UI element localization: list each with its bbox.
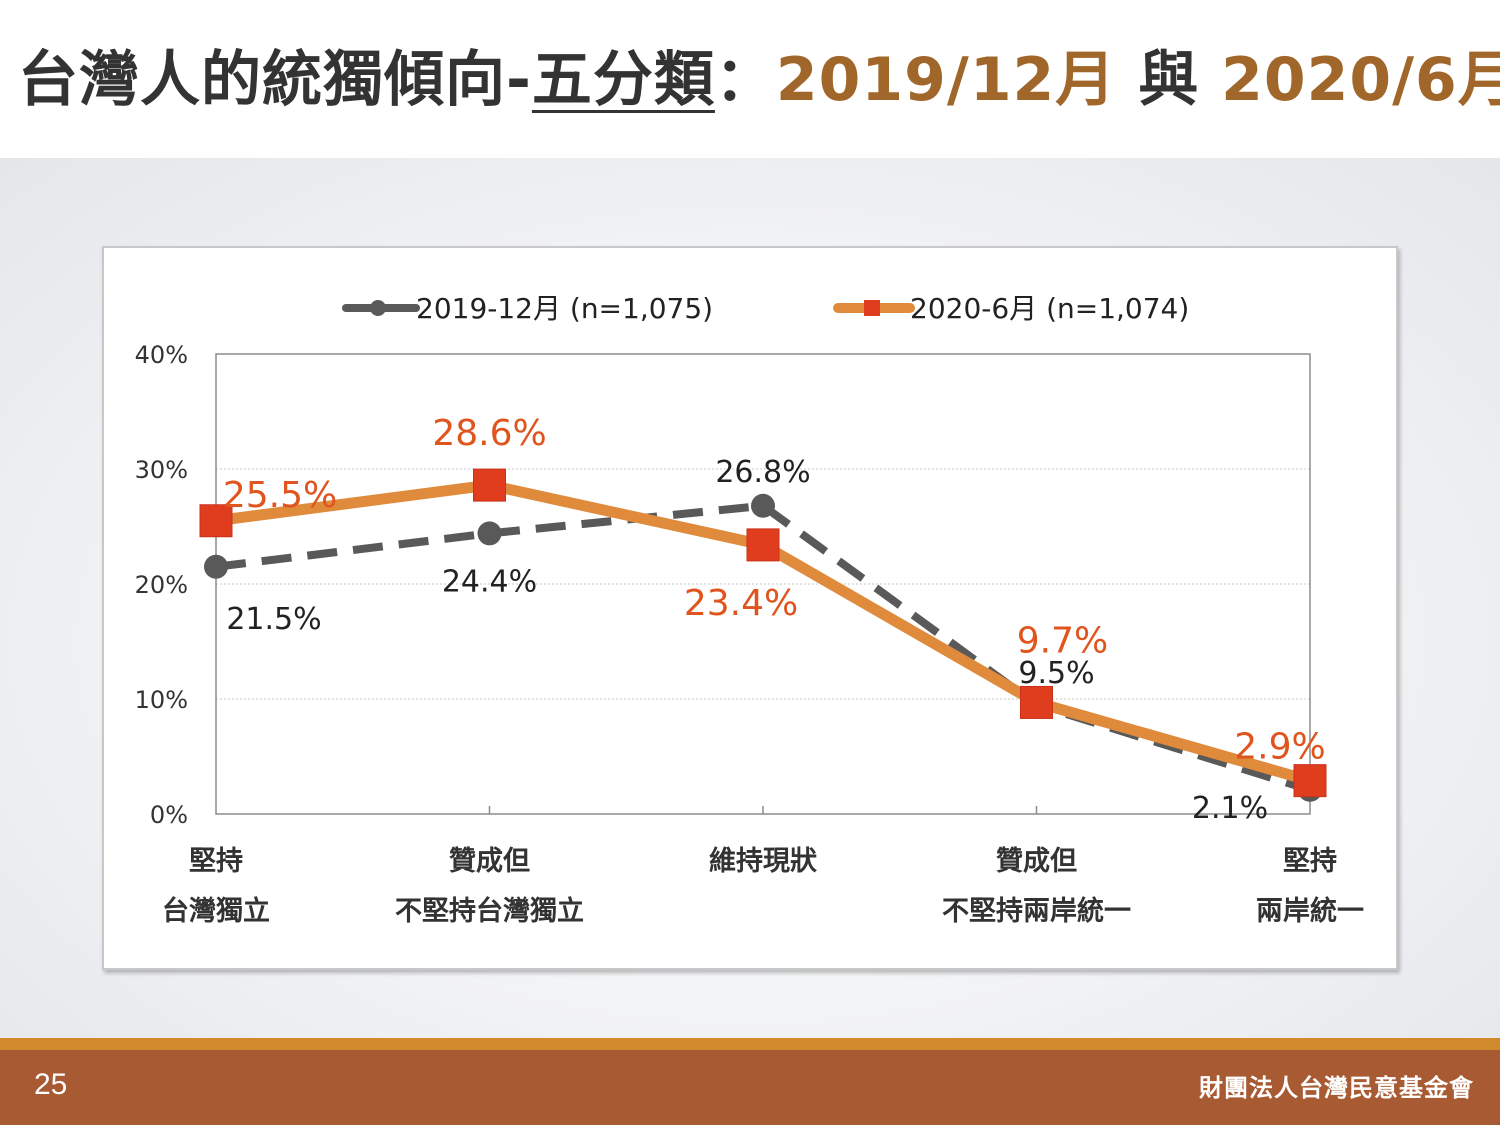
y-tick-label: 40% xyxy=(135,341,188,369)
x-category-label: 維持現狀 xyxy=(709,846,818,877)
data-label-2020-6: 23.4% xyxy=(684,583,798,624)
x-category-label: 台灣獨立 xyxy=(162,895,270,927)
y-tick-label: 20% xyxy=(135,571,188,599)
x-category-label: 堅持 xyxy=(189,846,243,877)
series-marker-2020-6 xyxy=(199,504,233,538)
data-label-2019-12: 2.1% xyxy=(1192,791,1268,826)
title-bar: 台灣人的統獨傾向-五分類：2019/12月 與 2020/6月 xyxy=(0,0,1500,158)
legend-marker-2019-12 xyxy=(370,300,386,316)
y-tick-label: 10% xyxy=(135,686,188,714)
title-underlined: 五分類 xyxy=(531,45,715,115)
y-tick-label: 0% xyxy=(150,801,188,829)
page-number: 25 xyxy=(34,1068,68,1101)
organization-name: 財團法人台灣民意基金會 xyxy=(1199,1074,1474,1102)
series-marker-2020-6 xyxy=(473,468,506,502)
x-category-label: 贊成但 xyxy=(449,846,530,877)
slide-title: 台灣人的統獨傾向-五分類：2019/12月 與 2020/6月 xyxy=(18,40,1500,130)
data-label-2019-12: 21.5% xyxy=(226,602,321,637)
data-label-2020-6: 28.6% xyxy=(432,413,546,454)
x-category-label: 不堅持台灣獨立 xyxy=(395,895,584,927)
data-label-2019-12: 26.8% xyxy=(715,455,810,490)
title-date-2: 2020/6月 xyxy=(1221,45,1500,115)
title-separator: ： xyxy=(714,45,776,115)
x-category-label: 贊成但 xyxy=(996,846,1077,877)
legend-label-2020-6: 2020-6月 (n=1,074) xyxy=(910,292,1189,325)
title-part1: 台灣人的統獨傾向- xyxy=(18,45,532,115)
title-join: 與 xyxy=(1116,45,1222,115)
chart-frame: 0% 10% 20% 30% 40% 堅持台灣獨立 贊成但不堅持台灣獨立 維持現狀 贊成但不堅持… xyxy=(102,246,1398,970)
x-category-label: 不堅持兩岸統一 xyxy=(942,895,1131,927)
series-marker-2020-6 xyxy=(1020,685,1053,719)
data-label-2020-6: 2.9% xyxy=(1234,727,1325,768)
footer-bar: 25 財團法人台灣民意基金會 xyxy=(0,1050,1500,1125)
series-marker-2020-6 xyxy=(746,528,780,562)
series-marker-2019-12 xyxy=(751,493,775,518)
legend-marker-2020-6 xyxy=(864,300,880,316)
title-date-1: 2019/12月 xyxy=(775,45,1117,115)
series-marker-2020-6 xyxy=(1293,764,1327,798)
series-marker-2019-12 xyxy=(477,521,502,546)
legend-label-2019-12: 2019-12月 (n=1,075) xyxy=(416,292,713,325)
data-label-2019-12: 24.4% xyxy=(442,564,537,599)
data-label-2019-12: 9.5% xyxy=(1018,656,1094,691)
x-category-label: 堅持 xyxy=(1283,846,1337,877)
data-label-2020-6: 25.5% xyxy=(223,475,337,516)
footer-accent-line xyxy=(0,1038,1500,1050)
data-label-2020-6: 9.7% xyxy=(1017,620,1108,661)
series-marker-2019-12 xyxy=(204,554,228,579)
y-tick-label: 30% xyxy=(135,456,188,484)
x-category-label: 兩岸統一 xyxy=(1256,895,1364,927)
